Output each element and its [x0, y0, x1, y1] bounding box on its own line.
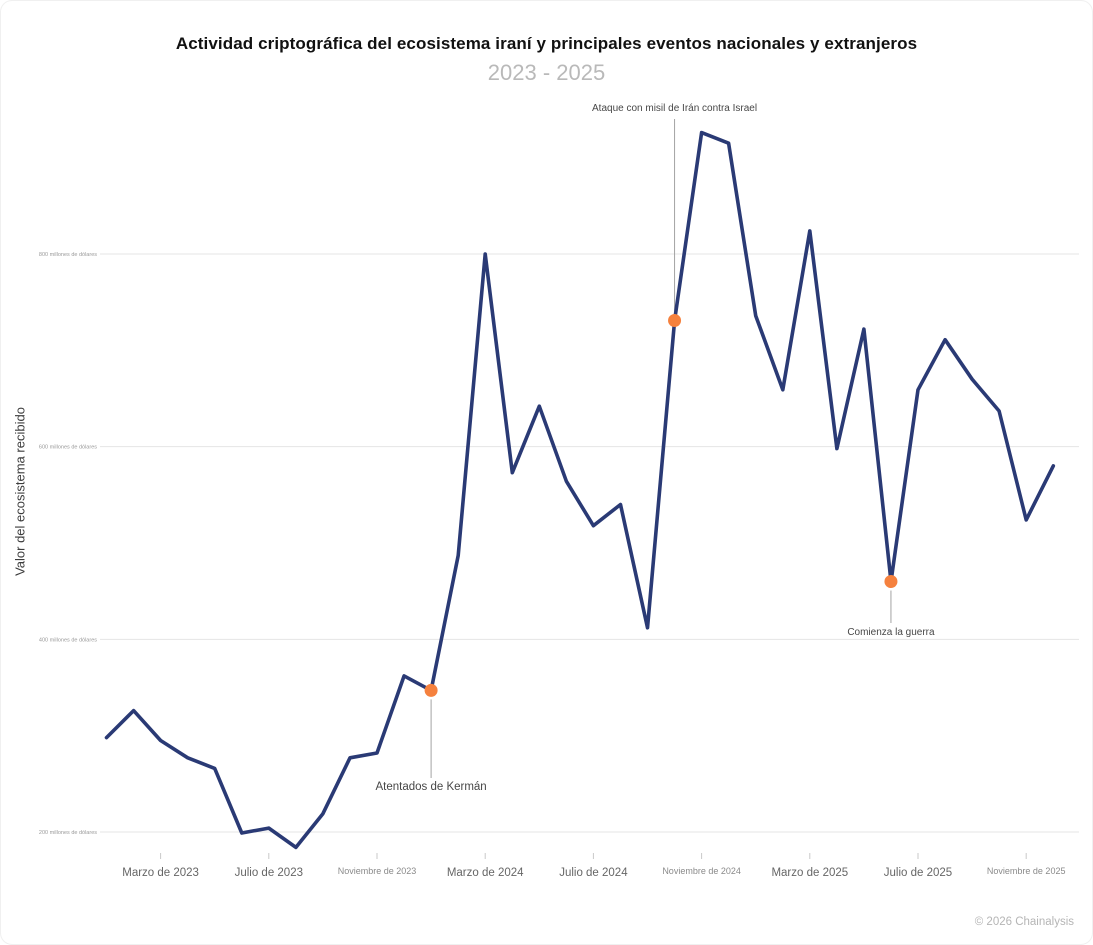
line-series — [104, 130, 1056, 850]
event-marker — [884, 575, 898, 589]
event-label: Ataque con misil de Irán contra Israel — [592, 103, 757, 114]
event-label: Comienza la guerra — [847, 627, 935, 638]
event-marker — [424, 683, 438, 697]
event-label: Atentados de Kermán — [375, 781, 486, 793]
y-tick-label: 600 millones de dólares — [39, 445, 97, 451]
x-tick-label: Marzo de 2024 — [447, 867, 524, 879]
chart-subtitle: 2023 - 2025 — [487, 60, 606, 85]
x-tick-label: Julio de 2025 — [884, 867, 952, 879]
y-tick-label: 800 millones de dólares — [39, 252, 97, 258]
chart-title: Actividad criptográfica del ecosistema i… — [175, 34, 918, 53]
x-tick-label: Noviembre de 2024 — [662, 866, 741, 876]
x-tick-label: Julio de 2023 — [235, 867, 303, 879]
y-tick-label: 200 millones de dólares — [39, 830, 97, 836]
x-tick-label: Noviembre de 2025 — [987, 866, 1066, 876]
y-tick-label: 400 millones de dólares — [39, 637, 97, 643]
x-tick-label: Marzo de 2023 — [122, 867, 199, 879]
x-tick-label: Julio de 2024 — [559, 867, 628, 879]
x-tick-label: Noviembre de 2023 — [338, 866, 417, 876]
attribution: © 2026 Chainalysis — [974, 916, 1074, 928]
x-tick-label: Marzo de 2025 — [771, 867, 848, 879]
event-marker — [668, 313, 682, 327]
